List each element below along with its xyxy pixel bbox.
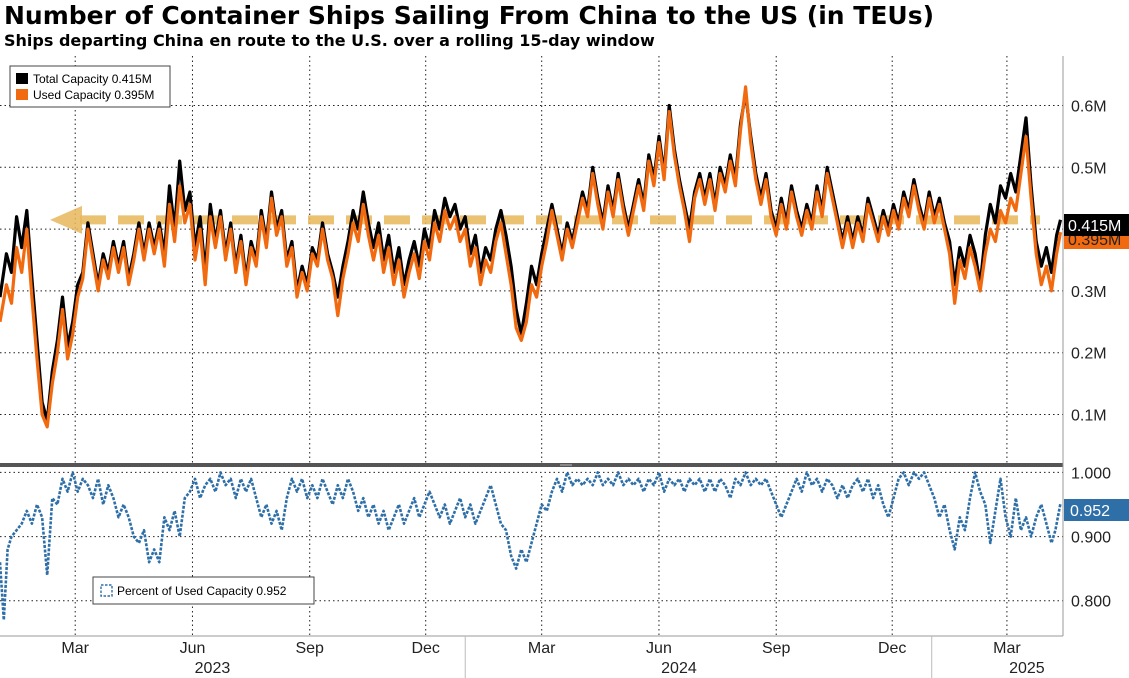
top-ytick-label-4: 0.5M bbox=[1071, 160, 1107, 177]
top-legend: Total Capacity 0.415M Used Capacity 0.39… bbox=[9, 65, 171, 108]
x-month-label-2: Sep bbox=[295, 640, 324, 657]
x-year-label-0: 2023 bbox=[195, 660, 231, 677]
axis-layer: 0.1M 0.2M 0.3M 0.5M 0.6M 0.800 0.900 1.000 Mar Ju… bbox=[0, 56, 1111, 678]
used-last-badge-text: 0.395M bbox=[1068, 232, 1121, 249]
percent-last-badge-bg bbox=[1064, 499, 1129, 521]
top-ytick-label-1: 0.2M bbox=[1071, 346, 1107, 363]
grid-layer bbox=[0, 56, 1063, 636]
legend-label-used: Used Capacity 0.395M bbox=[33, 88, 154, 102]
series-percent-used bbox=[0, 471, 1062, 622]
chart-subtitle: Ships departing China en route to the U.… bbox=[4, 31, 655, 50]
x-month-label-6: Sep bbox=[762, 640, 791, 657]
panel-separator bbox=[0, 463, 1063, 467]
bottom-ytick-label-2: 1.000 bbox=[1071, 465, 1111, 482]
top-ytick-label-0: 0.1M bbox=[1071, 408, 1107, 425]
x-month-label-1: Jun bbox=[180, 640, 206, 657]
percent-last-badge: 0.952 bbox=[1064, 499, 1129, 521]
legend-swatch-percent bbox=[100, 584, 113, 597]
reference-arrow-head bbox=[50, 205, 82, 234]
series-used-capacity bbox=[0, 85, 1063, 429]
x-month-label-5: Jun bbox=[646, 640, 672, 657]
x-year-label-2: 2025 bbox=[1009, 660, 1045, 677]
chart-title: Number of Container Ships Sailing From C… bbox=[4, 1, 935, 30]
x-year-label-1: 2024 bbox=[661, 660, 697, 677]
top-ytick-label-2: 0.3M bbox=[1071, 284, 1107, 301]
bottom-legend-box bbox=[92, 576, 315, 605]
x-month-label-0: Mar bbox=[61, 640, 89, 657]
bottom-legend: Percent of Used Capacity 0.952 bbox=[92, 576, 315, 605]
top-legend-box bbox=[9, 65, 171, 108]
percent-last-badge-text: 0.952 bbox=[1070, 503, 1110, 520]
legend-swatch-total bbox=[16, 73, 28, 84]
series-layer bbox=[0, 85, 1063, 622]
x-month-label-4: Mar bbox=[528, 640, 556, 657]
x-month-label-7: Dec bbox=[878, 640, 906, 657]
legend-label-total: Total Capacity 0.415M bbox=[33, 72, 152, 86]
total-last-badge-bg bbox=[1064, 214, 1129, 236]
total-last-badge: 0.415M bbox=[1064, 214, 1129, 236]
legend-label-percent: Percent of Used Capacity 0.952 bbox=[117, 584, 287, 598]
legend-swatch-used bbox=[16, 89, 28, 100]
total-last-badge-text: 0.415M bbox=[1068, 218, 1121, 235]
x-month-label-8: Mar bbox=[993, 640, 1021, 657]
bottom-ytick-label-1: 0.900 bbox=[1071, 530, 1111, 547]
x-month-label-3: Dec bbox=[411, 640, 439, 657]
top-ytick-label-5: 0.6M bbox=[1071, 98, 1107, 115]
bottom-ytick-label-0: 0.800 bbox=[1071, 594, 1111, 611]
series-total-capacity bbox=[0, 91, 1063, 423]
